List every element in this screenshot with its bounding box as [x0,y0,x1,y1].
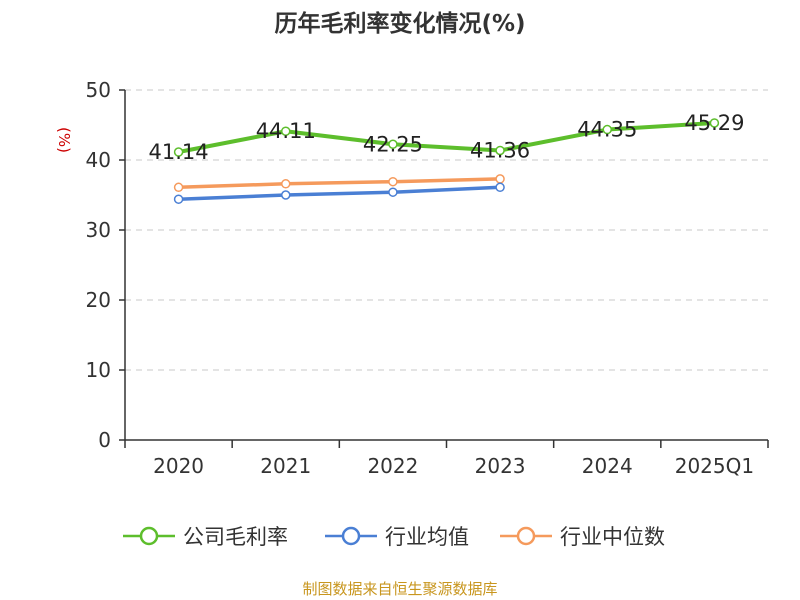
data-label: 41.14 [149,140,209,164]
data-point [388,187,398,197]
y-tick-label: 20 [86,288,111,312]
data-point [602,124,612,135]
y-tick-label: 50 [86,78,111,102]
data-source-note: 制图数据来自恒生聚源数据库 [302,580,498,598]
legend-item-industry-mean[interactable]: 行业均值 [325,518,469,554]
legend-item-industry-median[interactable]: 行业中位数 [500,518,665,554]
data-point [173,194,184,204]
data-labels: 41.14 44.11 42.25 41.36 44.35 45.29 [149,111,745,164]
data-label: 42.25 [363,132,423,156]
x-tick-label: 2024 [582,454,633,478]
data-point [173,147,184,157]
data-label: 44.11 [256,119,316,143]
data-label: 41.36 [470,138,530,162]
chart-title: 历年毛利率变化情况(%) [274,11,526,37]
legend-line-marker-icon [500,526,552,546]
legend-line-marker-icon [123,526,175,546]
data-label: 45.29 [684,111,744,135]
data-point [388,176,398,187]
series-line [176,120,717,155]
legend-label: 公司毛利率 [183,525,288,549]
data-label: 44.35 [577,118,637,142]
x-tick-label: 2020 [153,454,204,478]
series-line [176,177,502,190]
x-tick-label: 2022 [367,454,418,478]
data-point [173,182,184,193]
data-point [495,145,505,156]
legend: 公司毛利率 行业均值 行业中位数 [0,518,800,554]
legend-label: 行业中位数 [560,525,665,549]
axes: 0 10 20 30 40 50 2020 2021 2022 2023 2024 2025Q1 [86,78,769,478]
data-point [495,174,505,184]
data-point [709,118,720,128]
grid-lines [125,89,768,371]
y-tick-label: 30 [86,218,111,242]
legend-label: 行业均值 [385,525,469,549]
series-lines [173,118,720,204]
y-tick-label: 10 [86,358,111,382]
y-tick-label: 0 [98,428,111,452]
data-point [281,190,291,200]
y-tick-label: 40 [86,148,111,172]
legend-line-marker-icon [325,526,377,546]
data-point [281,126,291,136]
data-point [281,179,291,189]
data-point [495,182,505,193]
data-point [388,139,398,149]
series-line [176,185,502,201]
x-tick-label: 2025Q1 [675,454,754,478]
legend-item-company-gross-margin[interactable]: 公司毛利率 [123,518,288,554]
x-tick-label: 2021 [260,454,311,478]
x-tick-label: 2023 [475,454,526,478]
